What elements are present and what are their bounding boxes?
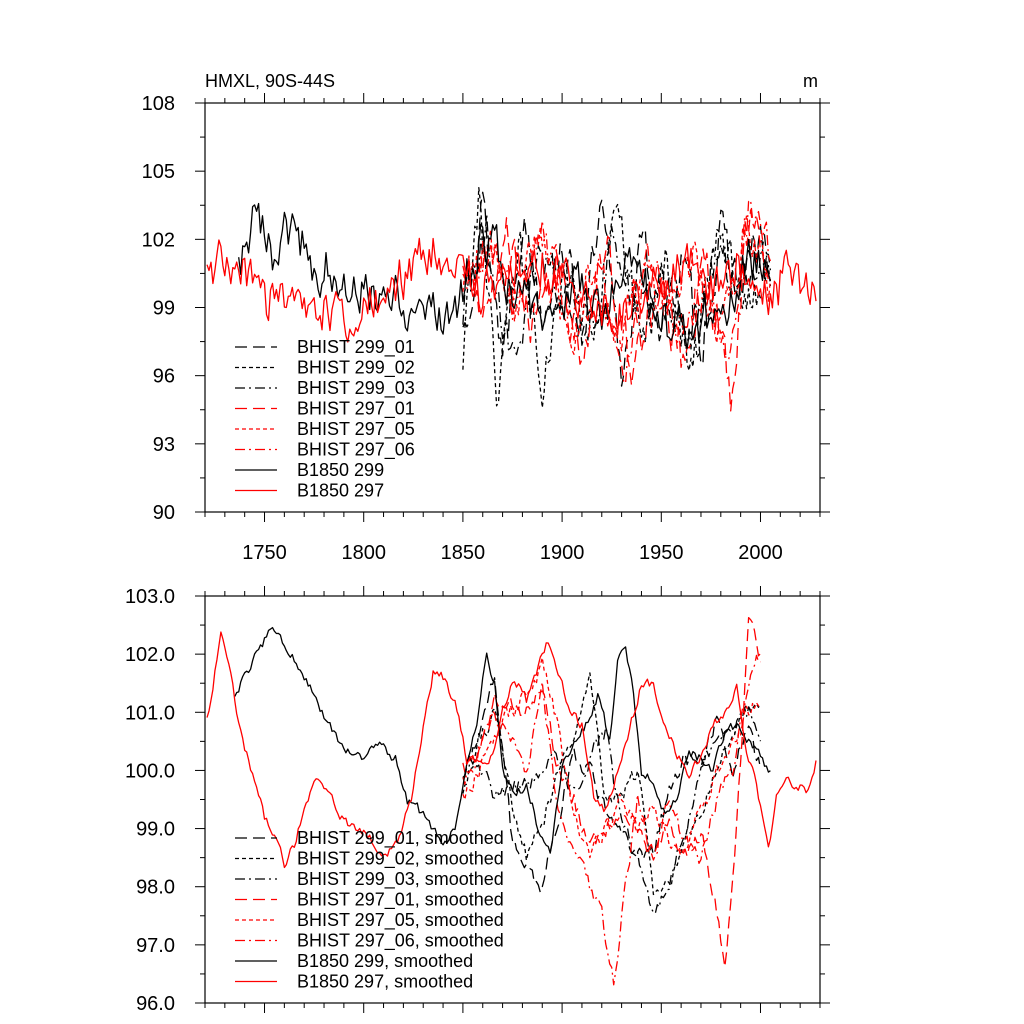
legend-label-2: BHIST 299_03 <box>297 378 415 399</box>
series-line-6 <box>238 202 772 350</box>
series-line-7 <box>206 631 817 869</box>
y-tick-label: 96 <box>153 366 175 388</box>
y-tick-label: 98.0 <box>136 877 175 899</box>
legend-label-6: B1850 299 <box>297 460 384 480</box>
series-line-0 <box>462 677 762 894</box>
legend-label-5: BHIST 297_06 <box>297 440 415 461</box>
legend-label-5: BHIST 297_06, smoothed <box>297 931 504 952</box>
top-chart-panel: 1750 1800 1850 1900 1950 2000 90 93 96 99 102 105 10… <box>142 71 830 564</box>
legend-label-2: BHIST 299_03, smoothed <box>297 869 504 890</box>
legend-label-3: BHIST 297_01, smoothed <box>297 890 504 911</box>
legend-label-7: B1850 297, smoothed <box>297 972 473 992</box>
x-tick-label: 1750 <box>242 542 287 564</box>
y-tick-label: 100.0 <box>125 760 175 782</box>
series-line-1 <box>462 672 762 896</box>
legend-label-4: BHIST 297_05, smoothed <box>297 910 504 931</box>
x-tick-label: 2000 <box>738 542 783 564</box>
y-tick-label: 90 <box>153 502 175 524</box>
legend-label-1: BHIST 299_02 <box>297 358 415 379</box>
series-group <box>206 187 817 412</box>
bottom-chart-panel: 96.0 97.0 98.0 99.0 100.0 101.0 102.0 103.0 BHIS… <box>125 586 830 1015</box>
x-tick-label: 1950 <box>639 542 684 564</box>
y-tick-label: 99 <box>153 298 175 320</box>
y-tick-label: 97.0 <box>136 935 175 957</box>
chart-units: m <box>803 71 818 91</box>
y-tick-label: 102 <box>142 229 175 251</box>
y-tick-label: 99.0 <box>136 819 175 841</box>
y-tick-label: 103.0 <box>125 586 175 608</box>
series-line-4 <box>462 214 772 355</box>
x-tick-label: 1800 <box>341 542 386 564</box>
y-tick-label: 96.0 <box>136 993 175 1015</box>
y-tick-label: 101.0 <box>125 702 175 724</box>
y-tick-label: 105 <box>142 161 175 183</box>
legend-label-7: B1850 297 <box>297 481 384 501</box>
series-line-5 <box>462 199 772 385</box>
y-tick-label: 108 <box>142 93 175 115</box>
legend-label-0: BHIST 299_01, smoothed <box>297 828 504 849</box>
series-line-6 <box>234 626 771 854</box>
x-tick-label: 1900 <box>540 542 585 564</box>
series-line-5 <box>462 654 761 986</box>
series-line-1 <box>462 187 772 409</box>
legend-label-6: B1850 299, smoothed <box>297 951 473 971</box>
legend-label-4: BHIST 297_05 <box>297 419 415 440</box>
series-line-4 <box>462 657 762 859</box>
series-line-2 <box>462 213 771 356</box>
y-tick-label: 93 <box>153 434 175 456</box>
series-line-3 <box>462 616 761 968</box>
series-line-3 <box>462 209 771 412</box>
legend-label-3: BHIST 297_01 <box>297 399 415 420</box>
legend-label-1: BHIST 299_02, smoothed <box>297 849 504 870</box>
legend-label-0: BHIST 299_01 <box>297 337 415 358</box>
series-line-7 <box>206 237 817 343</box>
x-tick-label: 1850 <box>441 542 486 564</box>
series-group <box>206 616 817 986</box>
chart-title: HMXL, 90S-44S <box>205 71 335 91</box>
y-tick-label: 102.0 <box>125 644 175 666</box>
